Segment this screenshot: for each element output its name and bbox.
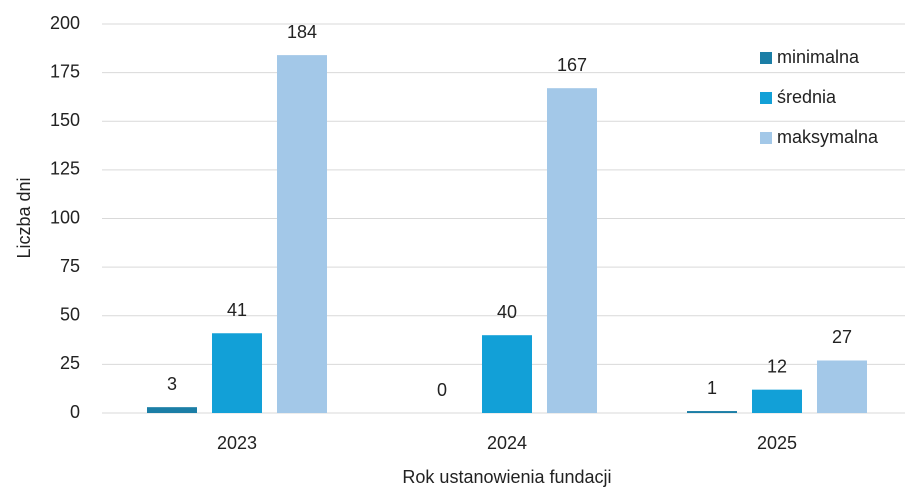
y-tick-label: 25 <box>60 353 80 373</box>
value-label: 41 <box>227 300 247 320</box>
bar <box>277 55 327 414</box>
value-label: 167 <box>557 55 587 75</box>
value-label: 40 <box>497 302 517 322</box>
y-tick-label: 175 <box>50 61 80 81</box>
y-tick-label: 100 <box>50 207 80 227</box>
y-tick-label: 0 <box>70 402 80 422</box>
bar <box>817 360 867 413</box>
value-label: 184 <box>287 22 317 42</box>
bar <box>212 333 262 413</box>
y-tick-label: 75 <box>60 256 80 276</box>
value-label: 27 <box>832 327 852 347</box>
legend-label: minimalna <box>777 47 860 67</box>
x-tick-label: 2024 <box>487 433 527 453</box>
bar <box>147 407 197 413</box>
legend-swatch <box>760 132 772 144</box>
legend-swatch <box>760 52 772 64</box>
legend-swatch <box>760 92 772 104</box>
legend-label: maksymalna <box>777 127 879 147</box>
value-label: 1 <box>707 378 717 398</box>
y-tick-label: 150 <box>50 110 80 130</box>
value-label: 0 <box>437 380 447 400</box>
y-tick-label: 200 <box>50 13 80 33</box>
y-tick-label: 125 <box>50 159 80 179</box>
y-axis-title: Liczba dni <box>14 177 34 258</box>
value-label: 12 <box>767 356 787 376</box>
bar <box>482 335 532 413</box>
x-axis-title: Rok ustanowienia fundacji <box>402 467 611 487</box>
y-tick-label: 50 <box>60 305 80 325</box>
bar <box>547 88 597 413</box>
x-tick-label: 2025 <box>757 433 797 453</box>
bar <box>752 389 802 413</box>
value-label: 3 <box>167 374 177 394</box>
bar <box>687 411 737 413</box>
legend-label: średnia <box>777 87 837 107</box>
x-tick-label: 2023 <box>217 433 257 453</box>
